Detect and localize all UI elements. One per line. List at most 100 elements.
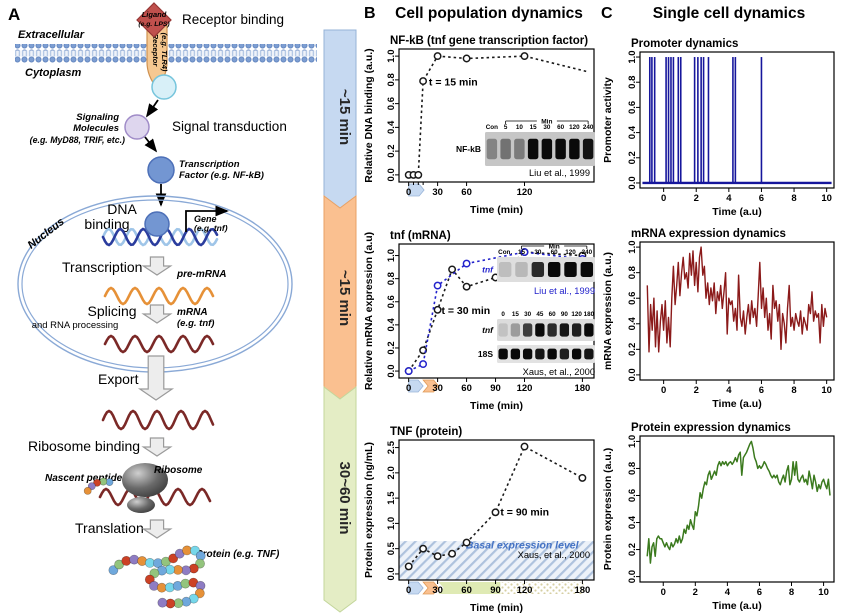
svg-text:0.0: 0.0	[386, 364, 397, 377]
svg-text:2: 2	[694, 385, 699, 396]
svg-text:30: 30	[543, 124, 551, 131]
svg-text:0.6: 0.6	[627, 101, 638, 114]
svg-text:NF-kB: NF-kB	[456, 144, 481, 154]
svg-text:Min: Min	[549, 244, 560, 251]
svg-text:1.0: 1.0	[627, 435, 638, 448]
svg-text:0.4: 0.4	[627, 125, 638, 139]
svg-text:0.8: 0.8	[386, 272, 397, 285]
receptor-tail-node	[151, 74, 177, 100]
svg-text:t = 30 min: t = 30 min	[441, 305, 490, 317]
svg-text:t = 15 min: t = 15 min	[429, 76, 478, 88]
ribosome-small-subunit	[127, 497, 155, 513]
svg-text:Time (a.u): Time (a.u)	[712, 206, 761, 218]
svg-text:Protein expression (ng/mL): Protein expression (ng/mL)	[363, 442, 375, 578]
translation-label: Translation	[75, 520, 144, 536]
svg-text:0.6: 0.6	[627, 489, 638, 502]
tf-label-1: Transcription	[179, 159, 240, 170]
svg-text:0.0: 0.0	[627, 570, 638, 583]
transcription-label: Transcription	[62, 259, 142, 275]
pre-mrna-wave	[103, 286, 215, 306]
svg-text:30: 30	[432, 383, 443, 394]
svg-text:4: 4	[725, 587, 731, 598]
gene-arrow	[185, 205, 229, 232]
panel-b-title: Cell population dynamics	[395, 5, 583, 22]
svg-text:Promoter activity: Promoter activity	[602, 77, 614, 163]
svg-text:18S: 18S	[478, 349, 493, 359]
svg-text:15: 15	[518, 249, 526, 256]
svg-text:240: 240	[583, 124, 594, 131]
splicing-step-arrow	[141, 304, 173, 324]
svg-text:0.2: 0.2	[627, 151, 638, 164]
svg-text:0.2: 0.2	[627, 343, 638, 356]
svg-text:0.8: 0.8	[386, 73, 397, 86]
svg-text:30: 30	[432, 187, 443, 198]
svg-text:10: 10	[818, 587, 829, 598]
signaling-label-1: Signaling	[76, 112, 119, 123]
dna-bound-tf-node	[144, 211, 170, 237]
signaling-label-3: (e.g. MyD88, TRIF, etc.)	[30, 135, 125, 145]
nucleus-label: Nucleus	[26, 216, 67, 252]
extracellular-label: Extracellular	[18, 29, 85, 41]
svg-text:Xaus, et al., 2000: Xaus, et al., 2000	[523, 367, 595, 377]
svg-text:Protein expression dynamics: Protein expression dynamics	[631, 422, 791, 434]
svg-text:0.8: 0.8	[627, 462, 638, 475]
ribosome-large-subunit	[122, 463, 168, 497]
svg-text:0.4: 0.4	[386, 120, 397, 134]
mrna-label-1: mRNA	[177, 307, 208, 318]
panel-b-label: B	[364, 5, 376, 22]
svg-text:t = 90 min: t = 90 min	[500, 506, 549, 518]
svg-text:Con.: Con.	[498, 249, 512, 256]
exported-mrna-wave	[101, 409, 215, 431]
svg-text:NF-kB (tnf gene transcription: NF-kB (tnf gene transcription factor)	[390, 35, 588, 47]
ribosome-binding-label: Ribosome binding	[28, 438, 140, 454]
svg-text:5: 5	[504, 124, 508, 131]
svg-text:tnf (mRNA): tnf (mRNA)	[390, 230, 451, 242]
ribosome-label: Ribosome	[154, 465, 203, 476]
timeline-label-1: ~15 min	[336, 89, 353, 145]
timeline-label-3: 30~60 min	[336, 462, 353, 535]
ligand-label-2: (e.g. LPS)	[138, 21, 170, 28]
svg-text:180: 180	[584, 311, 595, 318]
svg-text:90: 90	[490, 585, 501, 596]
svg-text:90: 90	[561, 311, 569, 318]
svg-text:60: 60	[549, 311, 557, 318]
receptor-binding-label: Receptor binding	[182, 12, 284, 27]
svg-text:30: 30	[432, 585, 443, 596]
svg-text:30: 30	[534, 249, 542, 256]
svg-text:Time (min): Time (min)	[470, 400, 523, 412]
svg-text:Time (min): Time (min)	[470, 204, 523, 216]
svg-text:0.4: 0.4	[627, 515, 638, 529]
svg-text:0.8: 0.8	[627, 266, 638, 279]
timeline-column: ~15 min ~15 min 30~60 min	[323, 29, 357, 613]
svg-text:10: 10	[516, 124, 524, 131]
svg-text:60: 60	[461, 187, 472, 198]
panel-c-title: Single cell dynamics	[652, 5, 806, 22]
svg-text:6: 6	[759, 193, 764, 204]
svg-text:0.4: 0.4	[386, 318, 397, 332]
dna-label-2: binding	[84, 216, 129, 232]
svg-text:180: 180	[574, 585, 590, 596]
svg-text:0: 0	[661, 587, 666, 598]
dna-strand-dark	[101, 227, 219, 247]
svg-text:8: 8	[791, 385, 796, 396]
svg-text:0: 0	[406, 383, 411, 394]
svg-text:Promoter dynamics: Promoter dynamics	[631, 38, 738, 50]
dna-label-1: DNA	[107, 201, 137, 217]
svg-text:0.6: 0.6	[386, 295, 397, 308]
svg-text:6: 6	[759, 385, 764, 396]
svg-text:10: 10	[821, 385, 832, 396]
svg-text:8: 8	[791, 193, 796, 204]
svg-text:Liu et al., 1999: Liu et al., 1999	[534, 286, 595, 296]
splicing-label: Splicing	[87, 303, 136, 319]
svg-text:1.0: 1.0	[386, 50, 397, 63]
signaling-label-2: Molecules	[73, 123, 119, 134]
panel-a-label: A	[8, 5, 20, 24]
svg-text:0: 0	[661, 193, 666, 204]
svg-text:TNF (protein): TNF (protein)	[390, 426, 462, 438]
ligand-diamond	[136, 2, 172, 38]
pre-mrna-label: pre-mRNA	[176, 269, 226, 280]
svg-text:120: 120	[517, 585, 533, 596]
receptor-label-2: (e.g. TLR4)	[160, 33, 169, 72]
svg-text:0: 0	[406, 585, 411, 596]
